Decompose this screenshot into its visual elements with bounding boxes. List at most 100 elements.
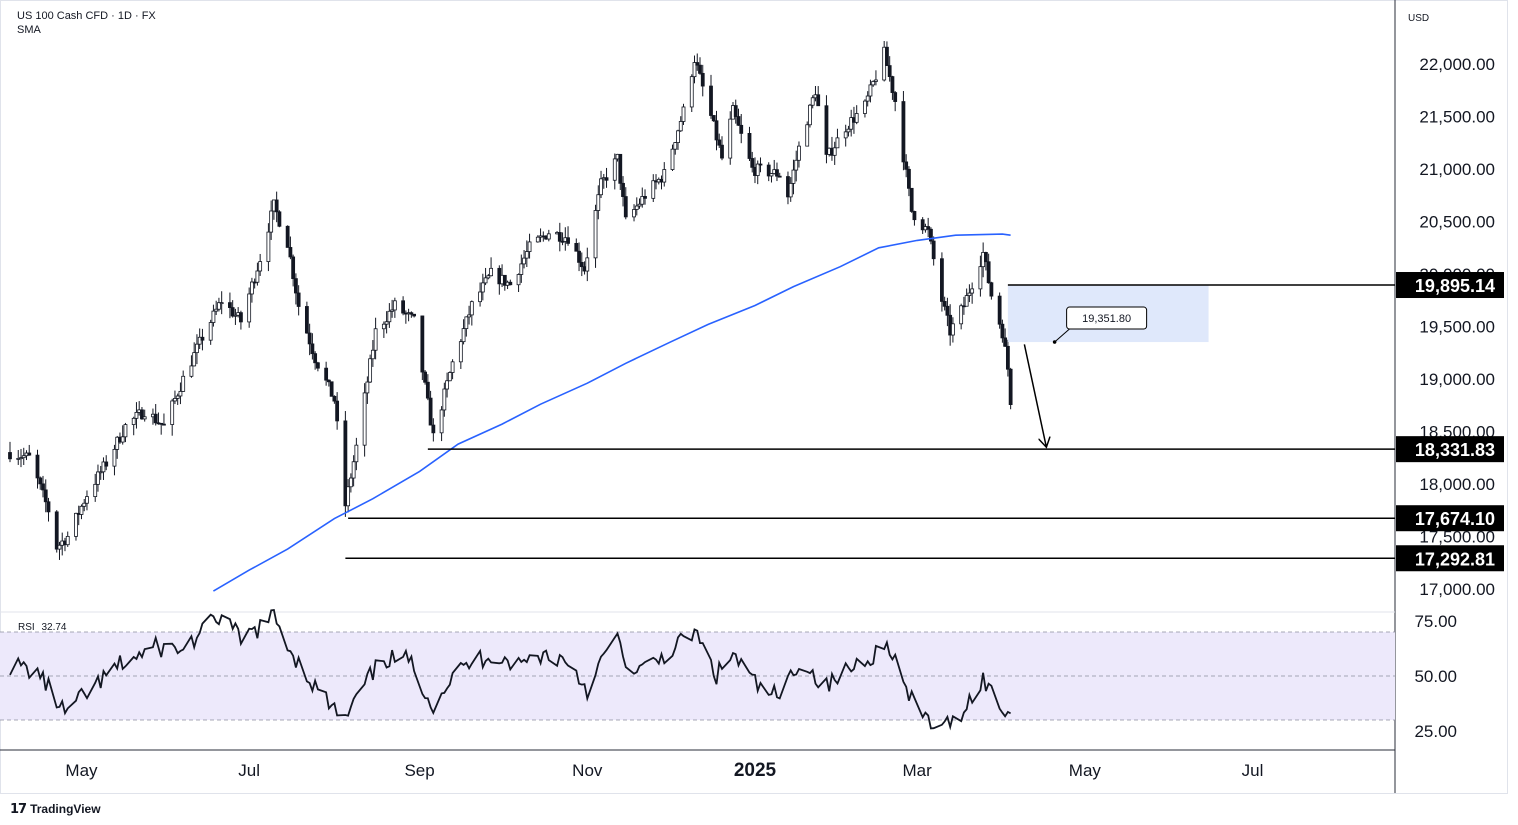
candle-body [791, 169, 796, 184]
candle-body [524, 251, 529, 259]
candle-body [35, 454, 40, 479]
candle-body [1003, 337, 1008, 347]
candle-body [442, 388, 447, 411]
candle-body [425, 381, 430, 399]
candle-body [835, 137, 840, 149]
candle-body [983, 251, 988, 263]
candle-body [332, 395, 337, 402]
sma-line[interactable] [212, 233, 1011, 592]
candle-body [546, 233, 551, 240]
candle-body [390, 309, 395, 312]
time-axis[interactable]: May Jul Sep Nov 2025 Mar May Jul [65, 760, 1263, 781]
candle-body [310, 343, 315, 355]
candle-body [692, 62, 697, 78]
price-pane[interactable] [8, 41, 1013, 592]
candle-body [618, 153, 623, 184]
candle-body [326, 379, 331, 383]
candle-body [362, 392, 367, 446]
candle-body [634, 205, 639, 210]
candle-body [247, 293, 252, 323]
candle-body [115, 436, 120, 450]
candle-body [695, 62, 700, 66]
rsi-axis[interactable]: 25.00 50.00 75.00 [1414, 612, 1457, 741]
candle-body [277, 211, 282, 227]
time-tick-label: May [65, 761, 98, 780]
candle-body [8, 452, 12, 460]
level-axis-label: 17,292.81 [1415, 549, 1495, 569]
candle-body [112, 448, 117, 467]
candle-body [170, 400, 175, 425]
candle-body [887, 65, 892, 77]
symbol-legend[interactable]: US 100 Cash CFD · 1D · FX SMA [17, 9, 156, 37]
candle-body [368, 358, 373, 383]
candle-body [593, 210, 598, 259]
sma-indicator-label[interactable]: SMA [17, 24, 41, 36]
candle-body [420, 315, 425, 373]
candle-body [335, 400, 340, 422]
level-axis-tag[interactable] [1396, 272, 1504, 299]
candle-body [153, 413, 158, 424]
level-axis-tag[interactable] [1396, 505, 1504, 532]
candle-body [82, 502, 87, 507]
candle-body [458, 341, 463, 363]
price-axis[interactable]: 17,000.0017,500.0018,000.0018,500.0019,0… [1396, 55, 1504, 599]
rsi-pane[interactable] [0, 609, 1395, 731]
candle-body [178, 390, 183, 397]
candle-body [409, 312, 414, 315]
candle-body [766, 164, 771, 177]
candle-body [758, 163, 763, 166]
price-callout-box[interactable] [1066, 306, 1148, 330]
candle-body [502, 274, 507, 286]
rsi-legend[interactable]: RSI 32.74 [18, 621, 66, 635]
price-callout-label: 19,351.80 [1082, 313, 1131, 325]
candle-body [623, 196, 628, 218]
callout-pointer [1054, 327, 1071, 343]
candle-body [315, 362, 320, 369]
candle-body [714, 120, 719, 141]
candle-body [824, 105, 829, 155]
candle-body [574, 243, 579, 252]
candle-body [673, 142, 678, 150]
candle-body [621, 182, 625, 197]
level-axis-label: 19,895.14 [1415, 276, 1495, 296]
candle-body [324, 367, 329, 381]
candle-body [788, 182, 793, 198]
tradingview-logo[interactable]: 𝟭𝟳 TradingView [10, 801, 101, 817]
level-axis-tag[interactable] [1396, 436, 1504, 463]
candle-body [197, 336, 202, 345]
candle-body [195, 343, 199, 354]
price-tick-label: 19,500.00 [1419, 318, 1495, 337]
candle-body [134, 412, 139, 419]
candle-body [810, 97, 815, 106]
candle-body [230, 307, 235, 317]
rsi-line[interactable] [9, 609, 1012, 731]
candle-body [219, 302, 224, 305]
candle-body [483, 277, 488, 284]
candle-body [747, 133, 752, 159]
candle-body [681, 106, 686, 122]
candle-body [920, 219, 925, 231]
candle-body [805, 124, 810, 147]
candle-body [233, 314, 238, 317]
candle-body [228, 302, 232, 308]
candle-body [447, 372, 452, 382]
candle-body [450, 361, 455, 373]
candle-body [467, 314, 471, 318]
rsi-legend-value: 32.74 [41, 622, 67, 633]
candle-body [797, 145, 801, 161]
candle-body [577, 250, 581, 263]
candle-body [217, 302, 221, 310]
candle-body [868, 84, 873, 97]
candle-body [750, 158, 755, 168]
candle-body [585, 257, 590, 272]
candle-body [940, 258, 944, 302]
projection-arrow[interactable] [1023, 344, 1046, 447]
price-tick-label: 21,000.00 [1419, 160, 1495, 179]
level-axis-tag[interactable] [1396, 545, 1504, 572]
candle-body [640, 196, 645, 205]
candle-body [651, 180, 656, 199]
time-tick-label: Jul [1242, 761, 1264, 780]
candle-body [85, 496, 89, 504]
candle-body [689, 76, 694, 108]
